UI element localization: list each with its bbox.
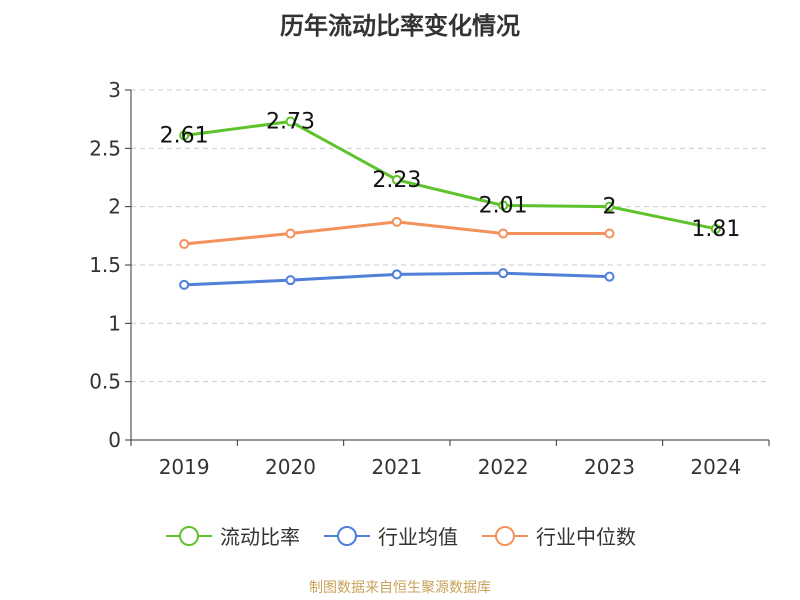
data-point: [285, 228, 296, 239]
x-tick-label: 2023: [584, 455, 635, 479]
x-tick-label: 2019: [159, 455, 210, 479]
series-line: [183, 120, 717, 231]
data-point: [179, 130, 190, 141]
data-label: 2.23: [372, 168, 421, 193]
legend-item[interactable]: 行业均值: [322, 521, 458, 550]
legend: 流动比率 行业均值 行业中位数: [0, 521, 800, 550]
data-label: 2.73: [266, 110, 315, 135]
data-point: [498, 200, 509, 211]
data-point: [498, 268, 509, 279]
y-tick-label: 0.5: [89, 370, 121, 394]
legend-item[interactable]: 行业中位数: [480, 521, 636, 550]
legend-label: 行业均值: [378, 525, 458, 549]
data-point: [285, 275, 296, 286]
y-tick-label: 0: [108, 428, 121, 452]
data-point: [391, 269, 402, 280]
data-label: 2.01: [479, 194, 528, 219]
data-point: [604, 271, 615, 282]
data-point: [498, 228, 509, 239]
y-tick-label: 2: [108, 195, 121, 219]
data-label: 2.61: [160, 124, 209, 149]
data-point: [604, 228, 615, 239]
data-point: [710, 223, 721, 234]
chart-title: 历年流动比率变化情况: [280, 12, 520, 40]
y-tick-label: 2.5: [89, 136, 121, 160]
y-tick-label: 1: [108, 311, 121, 335]
legend-label: 行业中位数: [536, 525, 636, 549]
data-point: [391, 216, 402, 227]
x-tick-label: 2021: [371, 455, 422, 479]
data-label: 1.81: [691, 217, 740, 242]
x-tick-label: 2022: [478, 455, 529, 479]
legend-line-icon: [482, 525, 528, 546]
x-tick-label: 2020: [265, 455, 316, 479]
data-point: [604, 201, 615, 212]
data-point: [179, 239, 190, 249]
data-point: [391, 174, 402, 185]
legend-item[interactable]: 流动比率: [164, 521, 300, 550]
source-note: 制图数据来自恒生聚源数据库: [309, 580, 491, 596]
legend-line-icon: [324, 525, 370, 546]
y-tick-label: 3: [108, 78, 121, 102]
legend-label: 流动比率: [220, 525, 300, 549]
y-tick-label: 1.5: [89, 253, 121, 277]
x-tick-label: 2024: [690, 455, 741, 479]
legend-line-icon: [166, 525, 212, 546]
data-label: 2: [603, 195, 617, 220]
data-point: [285, 116, 296, 127]
data-point: [179, 279, 190, 290]
